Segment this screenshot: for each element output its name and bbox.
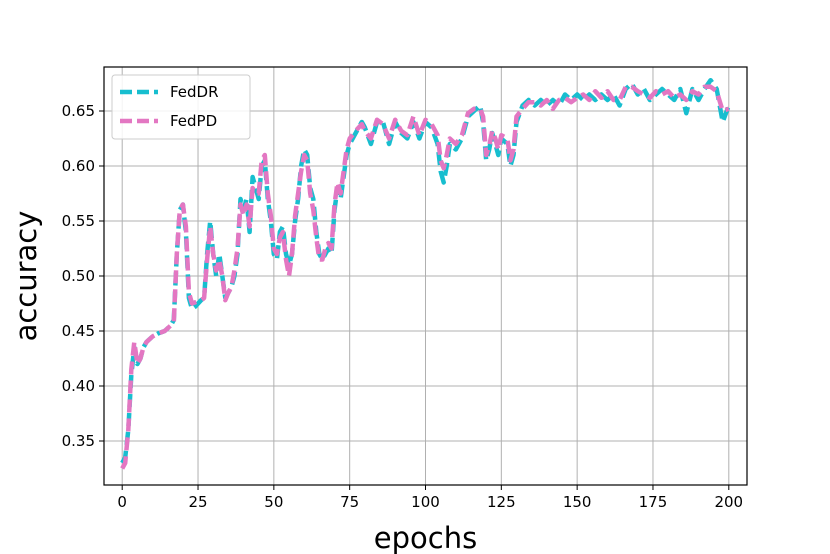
y-tick-label: 0.60: [62, 157, 95, 175]
y-tick-label: 0.45: [62, 322, 95, 340]
x-axis: 0 25 50 75 100 125 150 175 200: [117, 485, 743, 511]
y-tick-label: 0.50: [62, 267, 95, 285]
x-tick-label: 150: [563, 493, 592, 511]
y-tick-label: 0.40: [62, 377, 95, 395]
grid-lines: [104, 67, 747, 485]
series-line-fedpd: [120, 84, 730, 470]
y-axis-title: accuracy: [9, 211, 43, 342]
x-tick-label: 175: [639, 493, 668, 511]
y-tick-label: 0.35: [62, 432, 95, 450]
y-tick-label: 0.65: [62, 102, 95, 120]
x-tick-label: 50: [264, 493, 283, 511]
y-axis: 0.35 0.40 0.45 0.50 0.55 0.60 0.65: [62, 102, 104, 450]
x-tick-label: 200: [714, 493, 743, 511]
x-tick-label: 75: [340, 493, 359, 511]
x-tick-label: 25: [188, 493, 207, 511]
legend-label-feddr: FedDR: [170, 83, 219, 101]
x-tick-label: 0: [117, 493, 127, 511]
x-tick-label: 125: [487, 493, 516, 511]
legend-label-fedpd: FedPD: [170, 112, 217, 130]
series-layer: [120, 77, 731, 470]
x-tick-label: 100: [411, 493, 440, 511]
y-tick-label: 0.55: [62, 212, 95, 230]
legend: FedDR FedPD: [111, 74, 251, 140]
x-axis-title: epochs: [374, 521, 477, 554]
